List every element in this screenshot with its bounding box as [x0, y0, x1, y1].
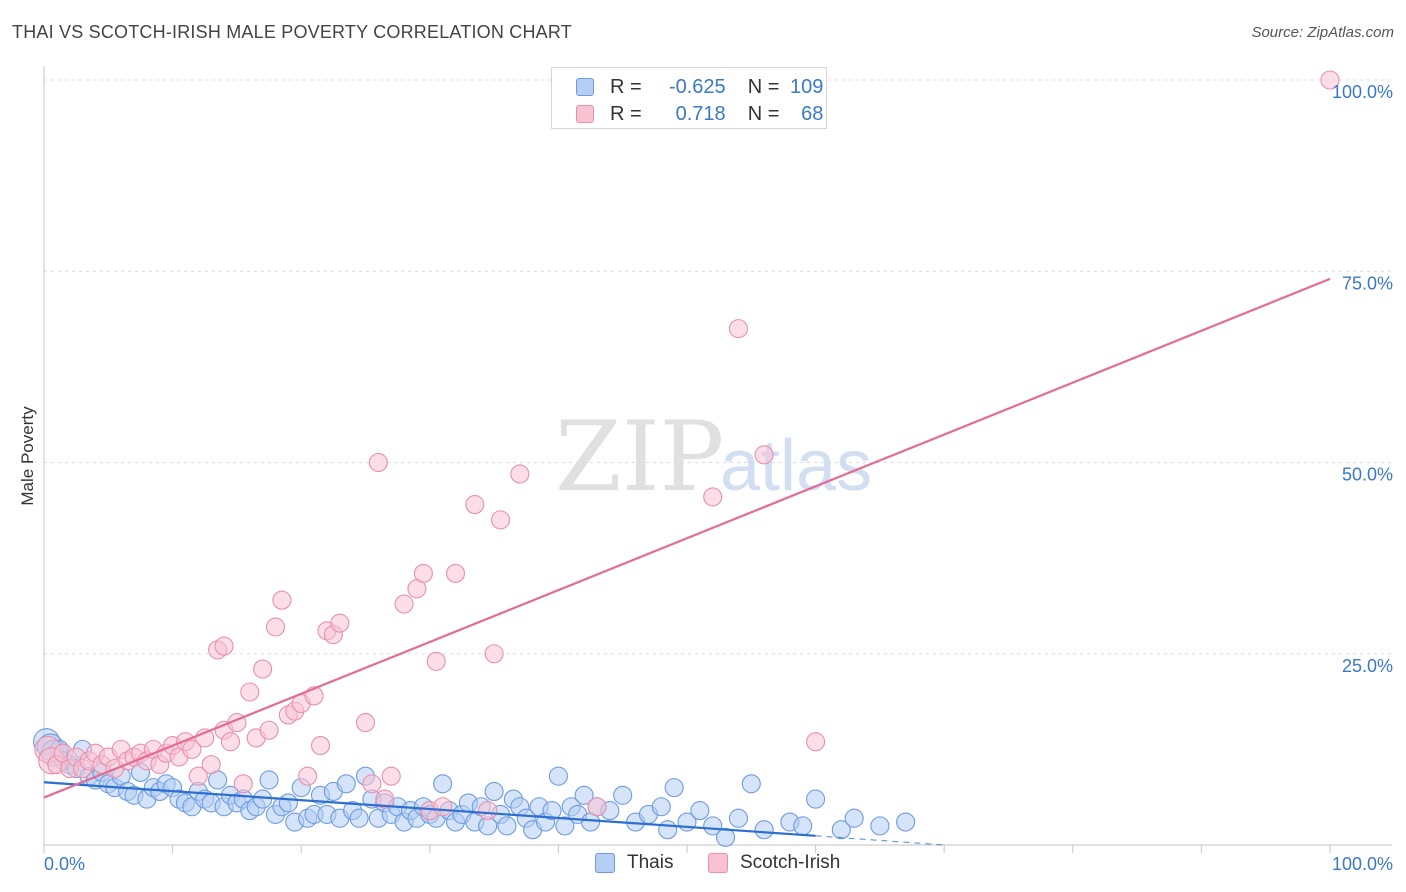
y-tick-label-25: 25.0%: [1342, 656, 1393, 676]
scotch-irish-point: [703, 487, 723, 507]
thais-point: [844, 808, 864, 828]
thais-point: [831, 820, 851, 840]
thais-point: [690, 801, 710, 821]
thais-point: [716, 827, 736, 847]
thais-point: [793, 816, 813, 836]
scotch-irish-trend-line: [43, 277, 1331, 799]
scotch-irish-point: [368, 452, 388, 473]
scotch-irish-point: [381, 766, 401, 786]
y-tick-label-100: 100.0%: [1332, 82, 1393, 102]
scotch-irish-point: [490, 510, 511, 530]
scotch-irish-point: [220, 732, 241, 752]
thais-point: [253, 789, 273, 809]
thais-point: [484, 781, 504, 802]
scotch-irish-point: [375, 789, 395, 809]
thais-point: [278, 793, 298, 813]
thais-point: [806, 789, 826, 809]
thais-point: [542, 801, 562, 821]
thais-point: [433, 774, 453, 794]
thais-point: [658, 820, 678, 840]
scotch-irish-point: [272, 590, 292, 610]
scotch-irish-point: [465, 495, 485, 515]
scotch-irish-point: [214, 636, 234, 656]
chart-title: THAI VS SCOTCH-IRISH MALE POVERTY CORREL…: [12, 22, 572, 42]
scotch-irish-r-label: R =: [610, 102, 642, 125]
thais-point: [349, 808, 369, 828]
source-label: Source: ZipAtlas.com: [1251, 24, 1394, 41]
scotch-irish-point: [728, 319, 748, 339]
thais-point: [497, 816, 517, 836]
thais-point: [555, 816, 575, 836]
thais-r-value: -0.625: [668, 75, 726, 98]
watermark-atlas: atlas: [720, 426, 872, 506]
scotch-irish-point: [478, 801, 498, 821]
scotch-irish-r-value: 0.718: [675, 102, 726, 125]
y-tick-label-50: 50.0%: [1342, 465, 1393, 485]
thais-point: [703, 816, 723, 836]
watermark-zip: ZIP: [555, 401, 724, 513]
thais-point: [613, 785, 633, 805]
scotch-irish-point: [426, 651, 446, 671]
legend-item-thais[interactable]: Thais: [595, 852, 673, 874]
thais-r-label: R =: [610, 75, 642, 98]
scotch-irish-point: [433, 797, 453, 817]
scotch-irish-n-value: 68: [801, 102, 824, 125]
thais-point: [896, 812, 916, 832]
scotch-irish-point: [355, 713, 376, 733]
series-scotch-irish: [34, 70, 1340, 821]
thais-point: [259, 770, 279, 790]
scotch-irish-n-label: N =: [747, 102, 780, 125]
thais-point: [336, 774, 356, 794]
scotch-irish-point: [510, 464, 530, 484]
x-tick-label-min: 0.0%: [44, 854, 85, 874]
scotch-irish-point: [484, 644, 504, 664]
scotch-irish-point: [754, 445, 774, 465]
scotch-irish-point: [253, 659, 273, 679]
scotch-irish-point: [240, 682, 260, 702]
thais-point: [574, 785, 594, 805]
x-tick-label-max: 100.0%: [1332, 854, 1393, 874]
scotch-irish-point: [330, 613, 350, 633]
scotch-irish-point: [265, 617, 286, 637]
thais-point: [548, 766, 568, 786]
scotch-irish-point: [362, 774, 382, 794]
thais-point: [651, 797, 671, 817]
stats-row-scotch-irish: R = 0.718 N = 68: [576, 101, 823, 127]
y-tick-label-75: 75.0%: [1342, 273, 1393, 293]
legend-thais-swatch: [595, 853, 615, 873]
stats-legend: R = -0.625 N = 109 R = 0.718 N = 68: [551, 67, 827, 129]
scotch-irish-point: [188, 766, 208, 786]
scotch-irish-point: [310, 735, 331, 756]
scotch-irish-point: [182, 739, 202, 759]
thais-point: [870, 816, 890, 836]
scotch-irish-point: [1320, 70, 1340, 90]
thais-point: [741, 774, 761, 794]
scotch-irish-point: [445, 563, 466, 583]
thais-trend-line: [43, 781, 816, 837]
scotch-irish-point: [394, 594, 414, 614]
legend-item-scotch-irish[interactable]: Scotch-Irish: [708, 852, 840, 874]
thais-point: [728, 808, 748, 828]
scotch-irish-point: [413, 563, 433, 583]
thais-point: [664, 778, 684, 798]
legend-scotch-irish-swatch: [708, 853, 728, 873]
legend-scotch-irish-label: Scotch-Irish: [740, 852, 841, 873]
scotch-irish-point: [259, 720, 279, 740]
scotch-irish-point: [233, 774, 253, 794]
scotch-irish-point: [806, 732, 826, 752]
legend-thais-label: Thais: [627, 852, 674, 873]
scotch-irish-point: [201, 755, 221, 775]
thais-trend-extension: [815, 835, 945, 846]
thais-swatch: [576, 78, 594, 96]
scotch-irish-point: [298, 766, 318, 786]
scotch-irish-point: [587, 797, 607, 817]
thais-n-value: 109: [790, 75, 824, 98]
scotch-irish-swatch: [576, 105, 594, 123]
stats-row-thais: R = -0.625 N = 109: [576, 74, 823, 100]
thais-point: [754, 820, 774, 840]
thais-n-label: N =: [747, 75, 780, 98]
